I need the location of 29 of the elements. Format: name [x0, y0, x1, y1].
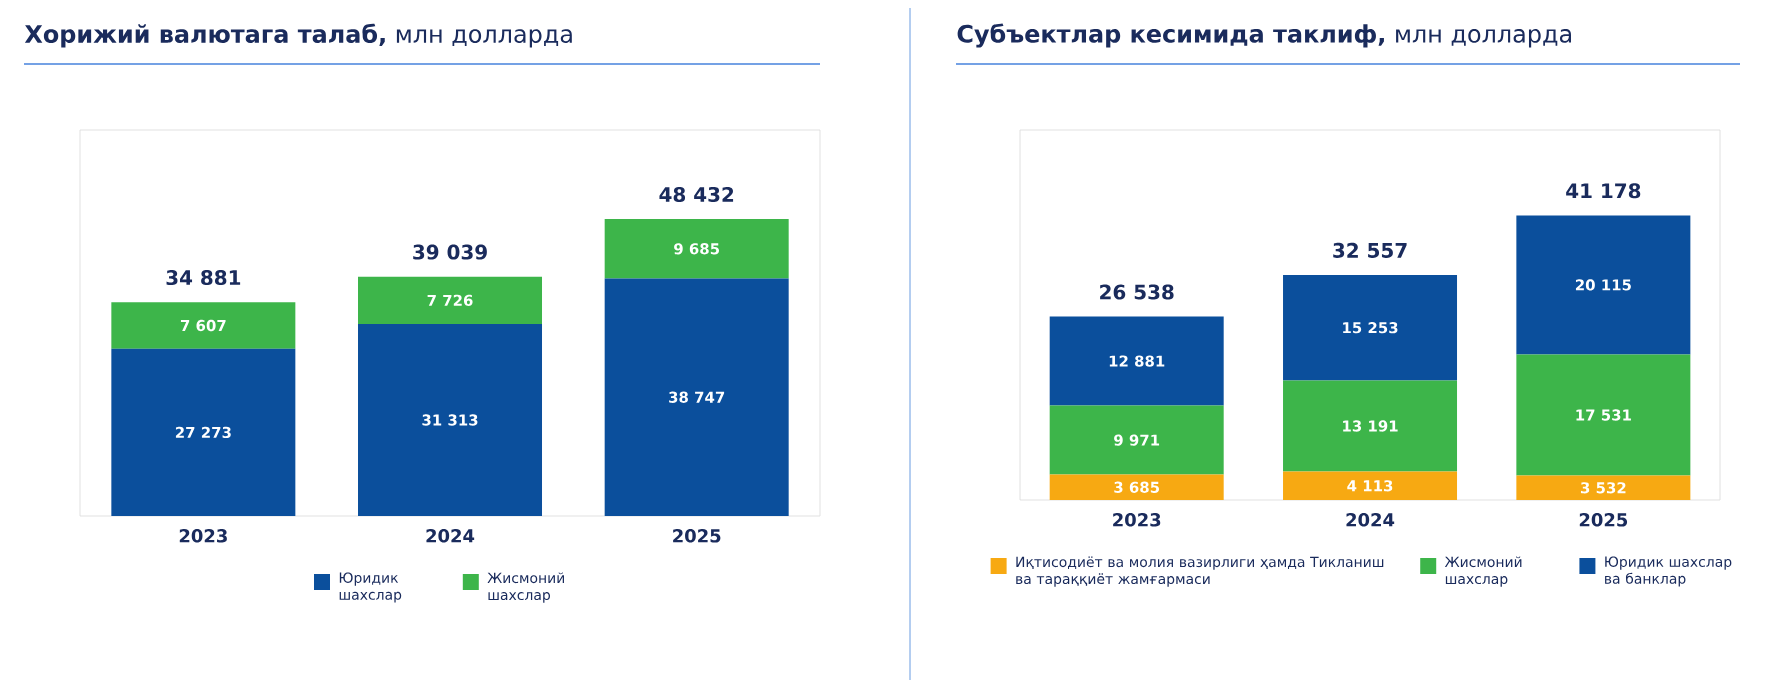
- total-label: 39 039: [413, 244, 487, 260]
- total-label: 26 538: [1100, 284, 1174, 300]
- bar: [1516, 475, 1691, 500]
- x-tick-label: 2024: [426, 529, 475, 543]
- bar: [1516, 215, 1691, 355]
- bar: [1283, 380, 1458, 472]
- total-label: 32 557: [1333, 242, 1407, 258]
- bar: [1516, 354, 1691, 476]
- bar: [358, 324, 543, 516]
- x-tick-label: 2025: [1579, 513, 1628, 527]
- total-label: 48 432: [659, 186, 734, 203]
- bar: [1049, 474, 1224, 500]
- bar: [1283, 471, 1458, 500]
- x-tick-label: 2025: [673, 529, 721, 543]
- total-label: 41 178: [1566, 183, 1641, 199]
- x-tick-label: 2024: [1346, 513, 1395, 527]
- bar: [604, 219, 789, 279]
- chart-title: Хорижий валютага талаб, млн долларда: [24, 23, 572, 48]
- x-tick-label: 2023: [1113, 513, 1161, 527]
- x-tick-label: 2023: [179, 529, 227, 543]
- bar: [604, 278, 789, 516]
- bar: [111, 302, 296, 349]
- bar: [358, 276, 543, 325]
- chart-title: Субъектлар кесимида таклиф, млн долларда: [957, 23, 1571, 48]
- bar: [1283, 274, 1458, 381]
- bar: [1049, 316, 1224, 406]
- total-label: 34 881: [166, 270, 241, 286]
- bar: [111, 348, 296, 516]
- bar: [1049, 405, 1224, 475]
